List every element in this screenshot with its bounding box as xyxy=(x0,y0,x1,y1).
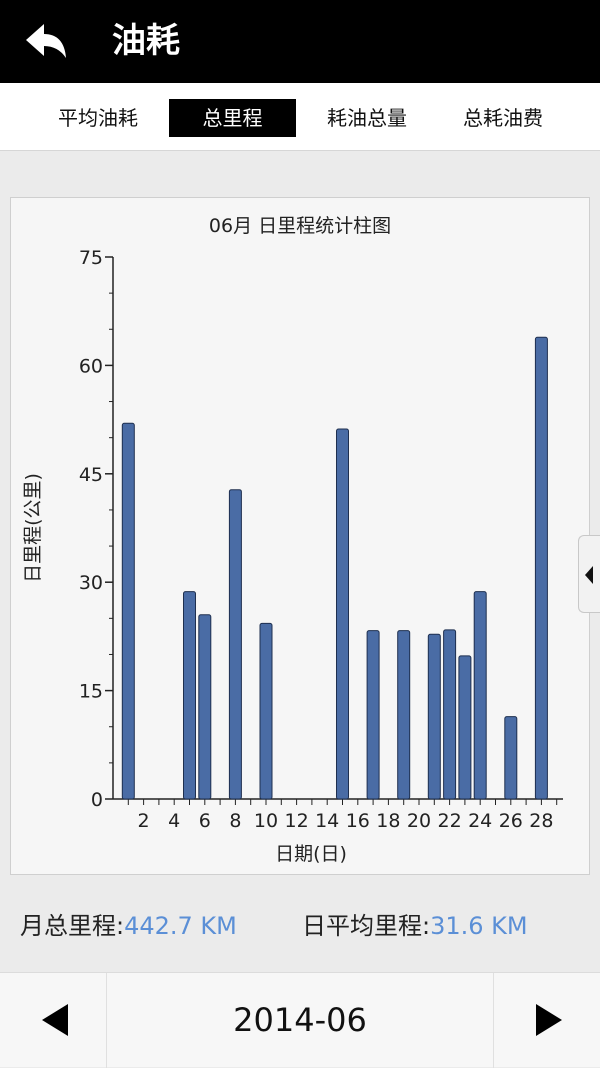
chart-title: 06月 日里程统计柱图 xyxy=(209,215,391,237)
page-title: 油耗 xyxy=(112,21,180,61)
monthly-total-label: 月总里程: xyxy=(20,912,125,940)
chevron-left-icon xyxy=(585,566,593,584)
triangle-right-icon xyxy=(536,1004,562,1036)
y-tick-label: 15 xyxy=(79,681,103,703)
current-month: 2014-06 xyxy=(233,1001,367,1039)
y-axis-title: 日里程(公里) xyxy=(22,473,44,583)
y-tick-label: 30 xyxy=(79,572,103,594)
x-tick-label: 28 xyxy=(529,810,553,832)
x-tick-label: 22 xyxy=(438,810,462,832)
bar-day-28 xyxy=(534,336,548,800)
next-month-button[interactable] xyxy=(493,973,600,1068)
x-tick-label: 26 xyxy=(499,810,523,832)
back-button[interactable] xyxy=(22,20,74,64)
x-tick-label: 8 xyxy=(229,810,241,832)
x-tick-label: 12 xyxy=(285,810,309,832)
x-tick-label: 16 xyxy=(346,810,370,832)
y-tick-label: 75 xyxy=(79,247,103,269)
bar-day-26 xyxy=(504,716,518,800)
x-tick-label: 4 xyxy=(168,810,180,832)
x-tick-label: 10 xyxy=(254,810,278,832)
bar-day-1 xyxy=(121,422,135,800)
bar-day-21 xyxy=(427,633,441,800)
prev-month-button[interactable] xyxy=(0,973,107,1068)
back-arrow-icon xyxy=(26,24,66,58)
x-tick-label: 2 xyxy=(138,810,150,832)
tab-total-fuel-cost[interactable]: 总耗油费 xyxy=(463,106,543,130)
bar-day-24 xyxy=(473,591,487,800)
bar-day-10 xyxy=(259,622,273,800)
daily-average-value: 31.6 KM xyxy=(430,912,528,940)
chart-card: 06月 日里程统计柱图 0 15 30 45 60 75 2 4 6 8 10 12 14 16 18 20 22… xyxy=(10,197,590,875)
daily-average-label: 日平均里程: xyxy=(302,912,431,940)
month-navigation-bar: 2014-06 xyxy=(0,972,600,1068)
x-axis-title: 日期(日) xyxy=(275,843,347,865)
x-tick-label: 18 xyxy=(376,810,400,832)
tab-total-fuel[interactable]: 耗油总量 xyxy=(327,106,407,130)
top-bar: 油耗 xyxy=(0,0,600,83)
side-panel-handle[interactable] xyxy=(578,535,600,613)
monthly-total-value: 442.7 KM xyxy=(124,912,237,940)
monthly-total-stat: 月总里程:442.7 KM xyxy=(20,908,237,944)
daily-average-stat: 日平均里程:31.6 KM xyxy=(302,908,528,944)
y-tick-label: 60 xyxy=(79,355,103,377)
bar-day-23 xyxy=(458,655,472,800)
y-tick-label: 45 xyxy=(79,464,103,486)
bar-day-17 xyxy=(366,630,380,800)
tab-avg-fuel[interactable]: 平均油耗 xyxy=(58,106,138,130)
x-tick-label: 6 xyxy=(199,810,211,832)
tab-bar: 平均油耗 总里程 耗油总量 总耗油费 xyxy=(0,83,600,151)
bar-day-6 xyxy=(198,614,212,800)
y-tick-label: 0 xyxy=(91,789,103,811)
tab-total-mileage[interactable]: 总里程 xyxy=(169,99,296,137)
bar-day-22 xyxy=(443,629,457,800)
triangle-left-icon xyxy=(42,1004,68,1036)
bar-day-15 xyxy=(336,428,349,800)
x-tick-label: 20 xyxy=(407,810,431,832)
bar-day-8 xyxy=(228,489,242,800)
bar-day-5 xyxy=(183,591,196,800)
x-tick-label: 24 xyxy=(468,810,492,832)
x-tick-label: 14 xyxy=(315,810,339,832)
bar-day-19 xyxy=(397,630,411,800)
